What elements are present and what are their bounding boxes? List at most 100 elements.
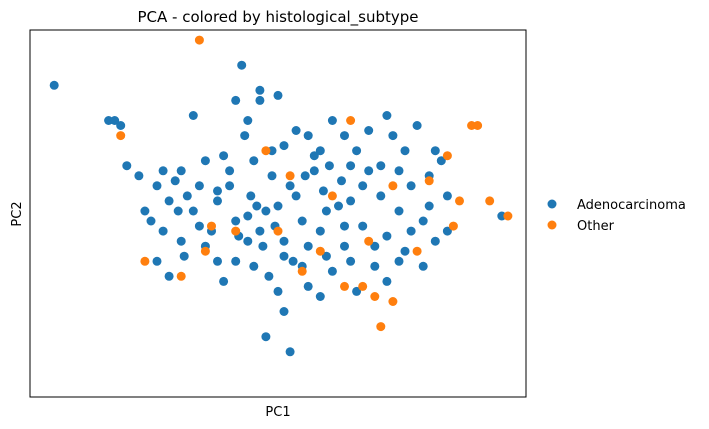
data-point xyxy=(297,266,307,276)
data-point xyxy=(424,201,434,211)
data-point xyxy=(352,146,362,156)
data-point xyxy=(346,116,356,125)
data-point xyxy=(219,276,229,286)
legend-item: Adenocarcinoma xyxy=(547,198,686,213)
data-point xyxy=(412,121,422,130)
data-point xyxy=(340,221,349,231)
data-point xyxy=(400,146,410,156)
data-point xyxy=(261,332,271,342)
data-point xyxy=(285,181,295,191)
data-point xyxy=(237,60,247,70)
data-point xyxy=(394,206,404,216)
data-point xyxy=(200,156,210,166)
data-point xyxy=(231,95,241,105)
data-point xyxy=(264,271,274,281)
plot-area-frame xyxy=(29,29,527,398)
data-point xyxy=(176,236,186,246)
data-point xyxy=(285,171,295,181)
data-point xyxy=(418,216,428,226)
data-point xyxy=(285,347,295,357)
data-point xyxy=(240,131,250,141)
data-point xyxy=(243,211,253,221)
data-point xyxy=(309,151,319,161)
data-point xyxy=(382,231,392,241)
data-point xyxy=(358,181,368,191)
data-point xyxy=(340,281,349,291)
data-point xyxy=(303,281,313,291)
chart-title: PCA - colored by histological_subtype xyxy=(137,8,418,27)
data-point xyxy=(400,246,410,256)
data-point xyxy=(376,191,386,201)
legend-label: Other xyxy=(577,219,615,234)
data-point xyxy=(288,256,298,266)
data-point xyxy=(258,241,268,251)
data-point xyxy=(303,131,313,141)
data-point xyxy=(352,286,362,296)
data-point xyxy=(455,196,464,206)
data-point xyxy=(158,166,168,176)
legend-item: Other xyxy=(547,219,615,234)
data-point xyxy=(291,126,301,135)
data-point xyxy=(267,171,277,181)
data-point xyxy=(173,206,183,216)
data-point xyxy=(442,226,452,236)
data-point xyxy=(358,221,368,231)
data-point xyxy=(225,166,235,176)
data-point xyxy=(327,266,337,276)
data-point xyxy=(255,95,265,105)
data-point xyxy=(418,261,428,271)
data-point xyxy=(503,211,513,221)
data-point xyxy=(430,146,440,156)
data-point xyxy=(243,236,253,246)
data-point xyxy=(430,236,440,246)
data-point xyxy=(188,111,198,120)
data-point xyxy=(318,186,328,196)
data-point xyxy=(388,297,398,306)
data-point xyxy=(358,281,368,291)
x-axis-label: PC1 xyxy=(265,405,290,420)
legend-marker xyxy=(547,199,557,209)
data-point xyxy=(213,196,222,206)
legend: Adenocarcinoma Other xyxy=(547,198,686,234)
data-point xyxy=(406,226,416,236)
data-point xyxy=(376,322,386,332)
data-point xyxy=(334,201,343,211)
data-point xyxy=(321,251,331,261)
data-point xyxy=(436,156,446,166)
data-point xyxy=(279,251,289,261)
data-point xyxy=(164,196,174,206)
data-point xyxy=(291,191,301,201)
data-point xyxy=(179,251,189,261)
data-point xyxy=(442,151,452,161)
data-point xyxy=(315,226,325,236)
data-point xyxy=(188,206,198,216)
data-point xyxy=(382,111,392,120)
data-point xyxy=(442,191,452,201)
scatter-points xyxy=(49,35,513,357)
data-point xyxy=(394,166,404,176)
data-point xyxy=(364,166,374,176)
legend-label: Adenocarcinoma xyxy=(577,198,686,213)
data-point xyxy=(110,116,120,125)
data-point xyxy=(485,196,495,206)
data-point xyxy=(279,141,289,151)
data-point xyxy=(246,191,256,201)
data-point xyxy=(279,236,289,246)
data-point xyxy=(164,271,174,281)
data-point xyxy=(231,256,241,266)
data-point xyxy=(412,246,422,256)
data-point xyxy=(194,221,204,231)
data-point xyxy=(315,292,325,301)
data-point xyxy=(346,256,356,266)
data-point xyxy=(473,121,483,130)
data-point xyxy=(364,126,374,135)
data-point xyxy=(158,226,168,236)
data-point xyxy=(176,166,186,176)
data-point xyxy=(252,201,262,211)
data-point xyxy=(182,191,192,201)
data-point xyxy=(382,276,392,286)
data-point xyxy=(200,246,210,256)
data-point xyxy=(424,176,434,186)
data-point xyxy=(315,146,325,156)
